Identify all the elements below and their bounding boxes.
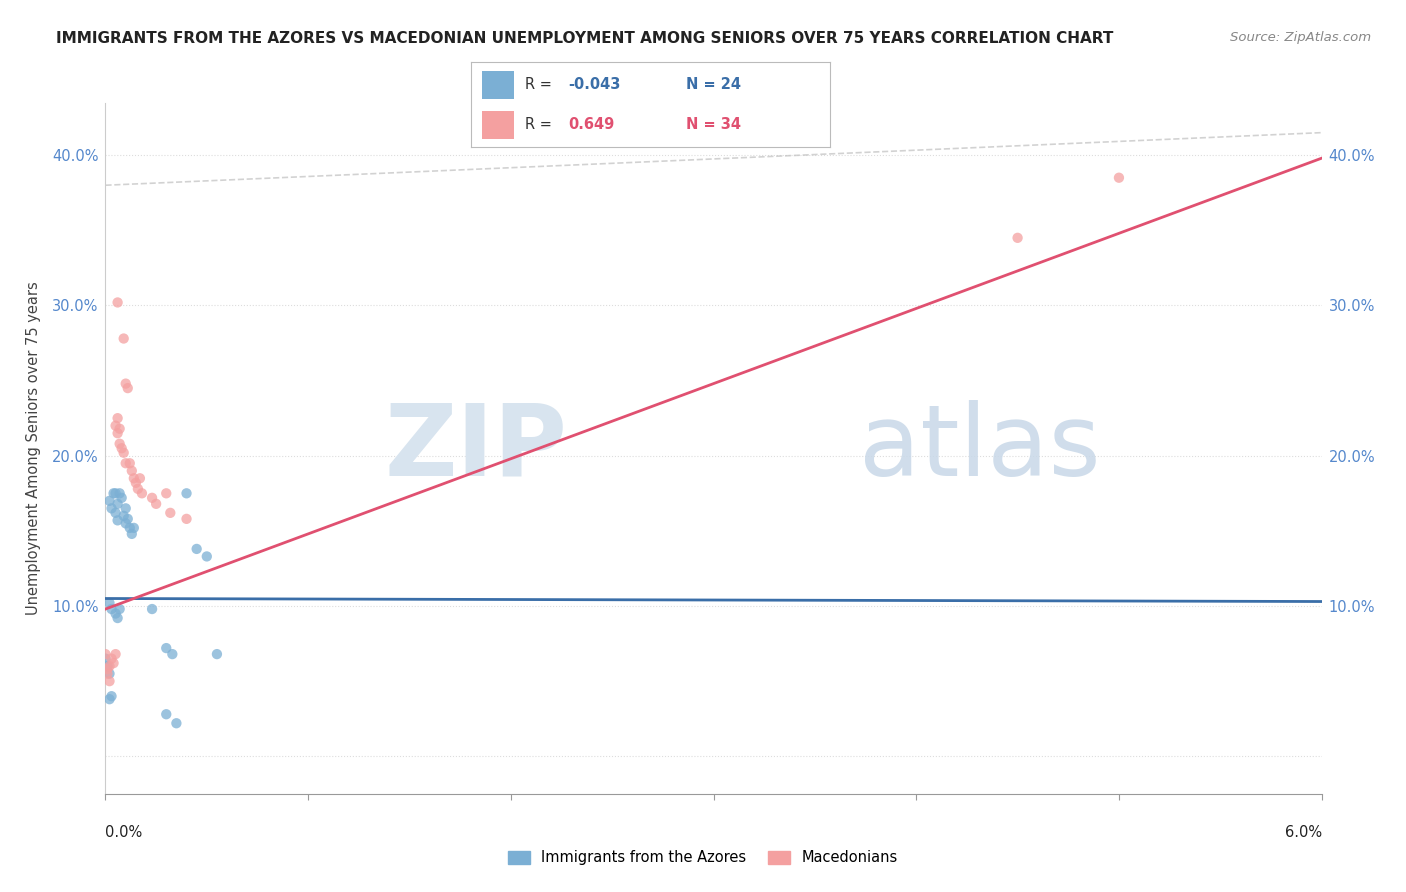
Point: [100, 651, 122, 665]
Point: [104, 647, 127, 661]
Text: 0.0%: 0.0%: [105, 825, 142, 840]
Point: [114, 456, 136, 470]
Text: N = 24: N = 24: [686, 78, 741, 93]
Point: [96, 659, 118, 673]
Point: [117, 512, 139, 526]
Point: [107, 513, 129, 527]
Point: [122, 471, 145, 485]
Point: [98, 659, 121, 673]
Point: [100, 689, 122, 703]
Point: [125, 475, 148, 490]
Point: [118, 521, 141, 535]
Text: -0.043: -0.043: [568, 78, 620, 93]
Point: [129, 471, 152, 485]
Point: [98, 666, 121, 681]
Point: [186, 541, 208, 556]
Point: [107, 426, 129, 441]
Point: [155, 486, 177, 500]
Point: [107, 611, 129, 625]
Point: [127, 482, 149, 496]
Point: [162, 647, 184, 661]
Bar: [482, 111, 515, 139]
Point: [96, 662, 118, 676]
Text: IMMIGRANTS FROM THE AZORES VS MACEDONIAN UNEMPLOYMENT AMONG SENIORS OVER 75 YEAR: IMMIGRANTS FROM THE AZORES VS MACEDONIAN…: [56, 31, 1114, 46]
Point: [141, 602, 163, 616]
Point: [96, 666, 118, 681]
Point: [111, 442, 134, 455]
Point: [104, 418, 127, 433]
Point: [108, 422, 131, 436]
Point: [118, 456, 141, 470]
Y-axis label: Unemployment Among Seniors over 75 years: Unemployment Among Seniors over 75 years: [25, 281, 41, 615]
Text: 6.0%: 6.0%: [1285, 825, 1322, 840]
Point: [1007, 231, 1029, 245]
Point: [112, 446, 135, 460]
Point: [176, 512, 198, 526]
Point: [111, 491, 134, 505]
Point: [112, 332, 135, 346]
Text: ZIP: ZIP: [385, 400, 568, 497]
Point: [1108, 170, 1130, 185]
Point: [108, 486, 131, 500]
Text: R =: R =: [524, 117, 561, 132]
Text: 0.649: 0.649: [568, 117, 614, 132]
Text: R =: R =: [524, 78, 557, 93]
Point: [103, 486, 125, 500]
Point: [117, 381, 139, 395]
Point: [145, 497, 167, 511]
Point: [94, 651, 117, 665]
Point: [107, 295, 129, 310]
Point: [131, 486, 153, 500]
Point: [104, 486, 127, 500]
Point: [121, 464, 143, 478]
Point: [195, 549, 218, 564]
Point: [114, 501, 136, 516]
Point: [100, 602, 122, 616]
Text: atlas: atlas: [859, 400, 1101, 497]
Point: [155, 641, 177, 656]
Text: N = 34: N = 34: [686, 117, 741, 132]
Point: [98, 674, 121, 689]
Point: [159, 506, 181, 520]
Point: [104, 506, 127, 520]
Point: [108, 602, 131, 616]
Text: Source: ZipAtlas.com: Source: ZipAtlas.com: [1230, 31, 1371, 45]
Bar: [482, 71, 515, 99]
Point: [155, 707, 177, 722]
Point: [176, 486, 198, 500]
Point: [98, 596, 121, 610]
Legend: Immigrants from the Azores, Macedonians: Immigrants from the Azores, Macedonians: [502, 845, 904, 871]
Point: [205, 647, 228, 661]
Point: [107, 497, 129, 511]
Point: [114, 376, 136, 391]
Point: [103, 656, 125, 670]
Point: [108, 436, 131, 450]
Point: [107, 411, 129, 425]
Point: [165, 716, 187, 731]
Point: [100, 501, 122, 516]
Point: [121, 527, 143, 541]
Point: [94, 647, 117, 661]
Point: [98, 493, 121, 508]
Point: [104, 607, 127, 621]
Point: [122, 521, 145, 535]
Point: [98, 692, 121, 706]
Point: [112, 508, 135, 523]
Point: [114, 516, 136, 531]
Point: [141, 491, 163, 505]
